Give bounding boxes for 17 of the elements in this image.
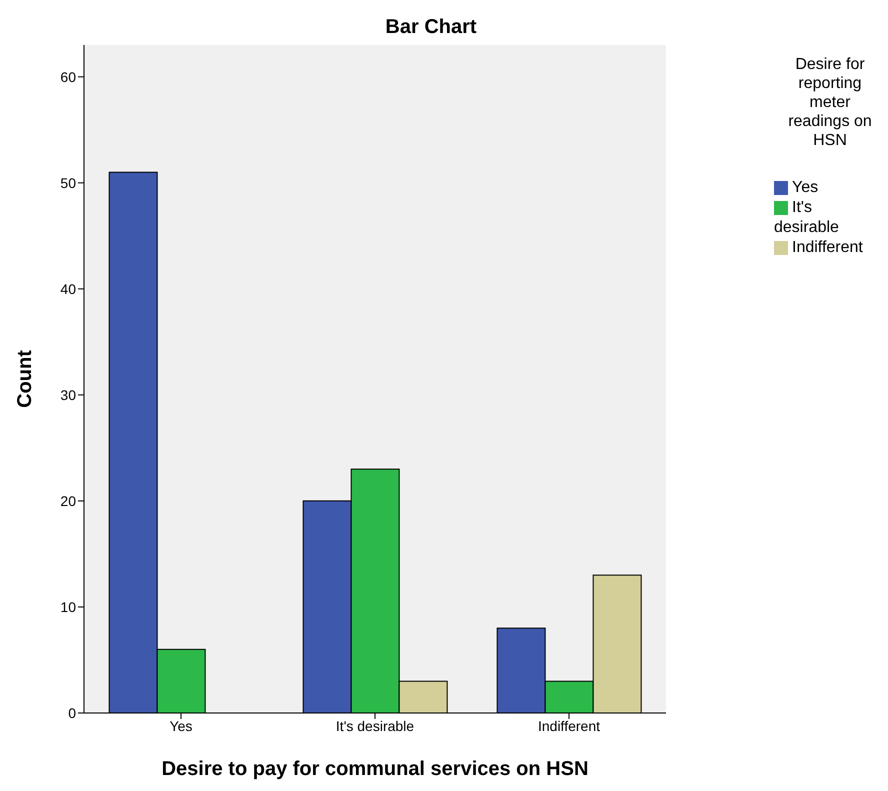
y-tick-label: 0: [68, 704, 76, 721]
legend-title: Desire for reporting meter readings on HSN: [787, 55, 873, 150]
y-tick-label: 60: [60, 68, 76, 85]
y-tick-label: 10: [60, 598, 76, 615]
chart-title: Bar Chart: [384, 16, 478, 39]
y-axis-title: Count: [14, 350, 36, 408]
x-tick-label: Yes: [170, 718, 192, 734]
y-tick-label: 20: [60, 492, 76, 509]
x-tick-label: Indifferent: [538, 718, 600, 734]
y-tick-label: 30: [60, 386, 76, 403]
legend-label: It's desirable: [774, 199, 839, 236]
y-tick-label: 40: [60, 280, 76, 297]
legend-label: Yes: [792, 179, 818, 196]
x-axis-title: Desire to pay for communal services on HSN: [162, 758, 588, 780]
legend-label: Indifferent: [792, 239, 863, 256]
y-tick-label: 50: [60, 174, 76, 191]
x-tick-label: It's desirable: [336, 718, 414, 734]
